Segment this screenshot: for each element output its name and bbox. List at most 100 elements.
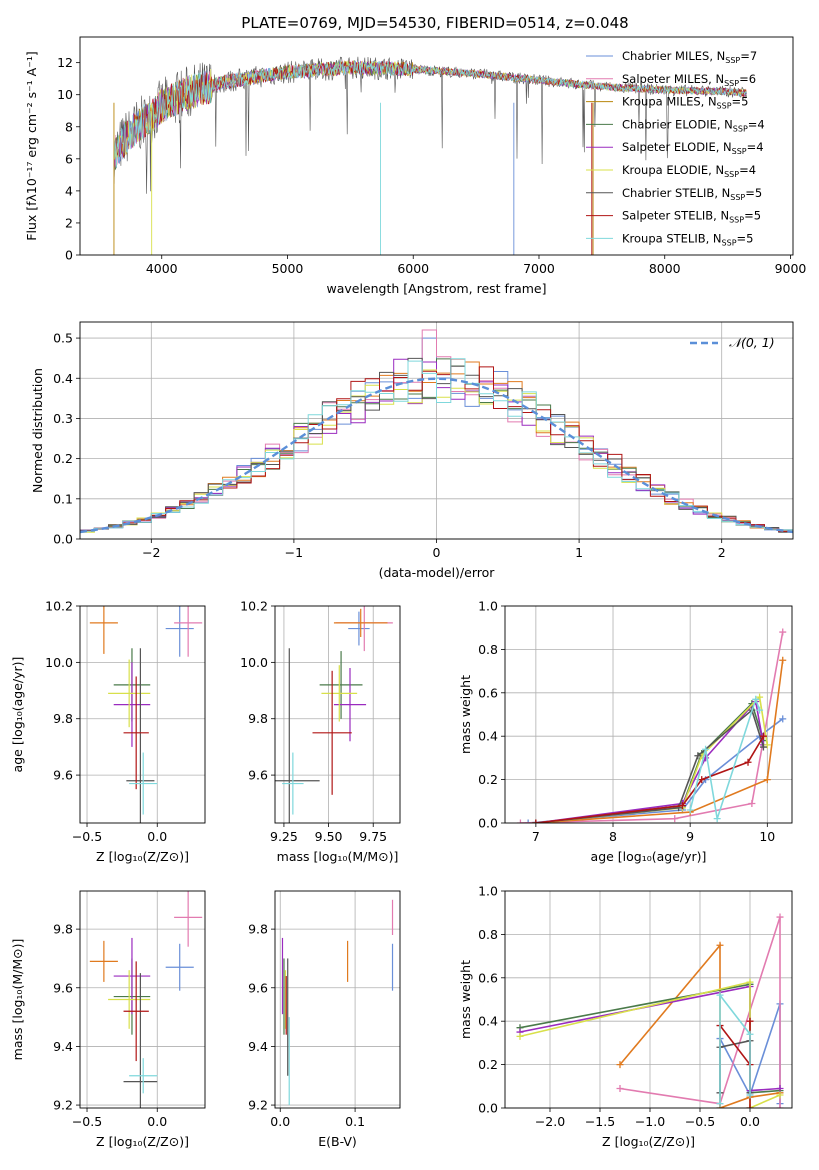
x-axis-label: wavelength [Angstrom, rest frame] [326, 281, 546, 296]
y-tick-label: 6 [65, 151, 73, 166]
legend-sub: SSP [722, 238, 737, 247]
series-marker [524, 819, 532, 823]
y-tick-label: 0.4 [478, 1014, 498, 1029]
series-marker [716, 991, 724, 999]
x-axis-label: (data-model)/error [379, 565, 496, 580]
series-marker [763, 776, 771, 784]
x-tick-label: 9.25 [270, 829, 298, 844]
y-tick-label: 9.6 [248, 980, 268, 995]
axes-frame [504, 605, 793, 824]
x-tick-label: 8 [609, 829, 617, 844]
legend-value: =5 [744, 209, 761, 223]
x-tick-label: −2 [142, 545, 160, 560]
series-marker [616, 1061, 624, 1069]
series-marker [713, 815, 721, 823]
series-marker [752, 695, 760, 703]
axes-frame [79, 605, 206, 824]
y-tick-label: 0.0 [53, 532, 73, 547]
legend-entry: Kroupa STELIB, NSSP=5 [622, 231, 753, 247]
legend-sub: SSP [730, 193, 745, 202]
chart-age-vs-mass: 9.25 9.50 9.75 9.6 9.8 10.0 10.2 mass [log₁₀(M/… [240, 599, 401, 864]
plot-area [516, 913, 784, 1108]
y-tick-label: 9.4 [53, 1039, 73, 1054]
y-tick-label: 0.8 [478, 642, 498, 657]
histogram-step [80, 358, 793, 532]
y-tick-label: 0.2 [478, 772, 498, 787]
legend-label: Salpeter ELODIE, N [622, 140, 732, 154]
series-line [719, 992, 751, 1104]
y-tick-label: 0 [65, 248, 73, 263]
y-tick-label: 9.8 [248, 922, 268, 937]
plot-area [89, 891, 203, 1108]
legend-sub: SSP [717, 102, 732, 111]
x-axis-label: E(B-V) [318, 1134, 357, 1149]
plot-area [516, 628, 787, 823]
y-tick-label: 9.2 [248, 1098, 268, 1113]
x-tick-label: 1 [575, 545, 583, 560]
x-tick-label: −1.5 [585, 1114, 615, 1129]
chart-age-vs-z: −0.5 0.0 9.6 9.8 10.0 10.2 Z [log₁₀(Z/Z⊙)] age … [10, 599, 206, 864]
x-tick-label: 9 [686, 829, 694, 844]
x-axis-label: age [log₁₀(age/yr)] [591, 849, 707, 864]
legend-value: =5 [732, 95, 749, 109]
y-tick-label: 0.3 [53, 411, 73, 426]
x-tick-label: 6000 [397, 261, 429, 276]
x-tick-label: −0.5 [685, 1114, 715, 1129]
y-tick-label: 9.8 [248, 711, 268, 726]
series-marker [616, 1084, 624, 1092]
series-line [535, 702, 765, 823]
series-line [619, 943, 781, 1108]
series-marker [744, 758, 752, 766]
x-tick-label: 0.0 [147, 829, 167, 844]
y-tick-label: 9.6 [53, 980, 73, 995]
legend-entry: Salpeter STELIB, NSSP=5 [622, 209, 761, 225]
legend-entry: Kroupa ELODIE, NSSP=4 [622, 163, 756, 179]
legend-sub: SSP [724, 170, 739, 179]
y-tick-label: 0.4 [53, 371, 73, 386]
chart-mass-vs-ebv: 0.0 0.1 9.2 9.4 9.6 9.8 E(B-V) [248, 890, 401, 1149]
y-tick-label: 12 [57, 55, 73, 70]
x-tick-label: 9000 [775, 261, 807, 276]
series-marker [746, 1091, 754, 1099]
y-tick-label: 0.0 [478, 1101, 498, 1116]
legend-value: =7 [740, 49, 757, 63]
legend-label: Chabrier ELODIE, N [622, 117, 733, 131]
plot-area [275, 606, 393, 823]
y-tick-label: 0.1 [53, 491, 73, 506]
y-tick-label: 4 [65, 183, 73, 198]
y-axis-label: Flux [fλ10⁻¹⁷ erg cm⁻² s⁻¹ A⁻¹] [24, 51, 39, 240]
y-tick-label: 0.5 [53, 331, 73, 346]
y-tick-label: 9.6 [248, 768, 268, 783]
series-marker [748, 799, 756, 807]
series-marker [746, 1030, 754, 1038]
legend-entry: Salpeter MILES, NSSP=6 [622, 72, 756, 88]
x-tick-label: −2.0 [535, 1114, 565, 1129]
series-marker [776, 1104, 784, 1108]
y-tick-label: 10.0 [240, 655, 268, 670]
y-tick-label: 10 [57, 87, 73, 102]
y-tick-label: 10.2 [45, 599, 73, 614]
legend-entry: Chabrier STELIB, NSSP=5 [622, 186, 762, 202]
y-axis-label: mass [log₁₀(M/M⊙)] [10, 939, 25, 1061]
y-axis-label: Normed distribution [30, 368, 45, 493]
axes-frame [274, 605, 401, 824]
y-tick-label: 0.6 [478, 685, 498, 700]
x-tick-label: −1.0 [635, 1114, 665, 1129]
legend-sub: SSP [732, 147, 747, 156]
legend-value: =6 [739, 72, 756, 86]
legend-sub: SSP [725, 56, 740, 65]
series-marker [779, 628, 787, 636]
x-tick-label: 7 [532, 829, 540, 844]
legend-sub: SSP [733, 124, 748, 133]
legend-value: =4 [739, 163, 756, 177]
y-tick-label: 1.0 [478, 599, 498, 614]
series-marker [746, 1017, 754, 1025]
y-tick-label: 0.8 [478, 927, 498, 942]
y-tick-label: 0.2 [478, 1057, 498, 1072]
x-tick-label: 5000 [272, 261, 304, 276]
plot-area [80, 329, 793, 534]
series-marker [776, 1084, 784, 1092]
plot-area [281, 899, 394, 1106]
y-tick-label: 0.0 [478, 816, 498, 831]
